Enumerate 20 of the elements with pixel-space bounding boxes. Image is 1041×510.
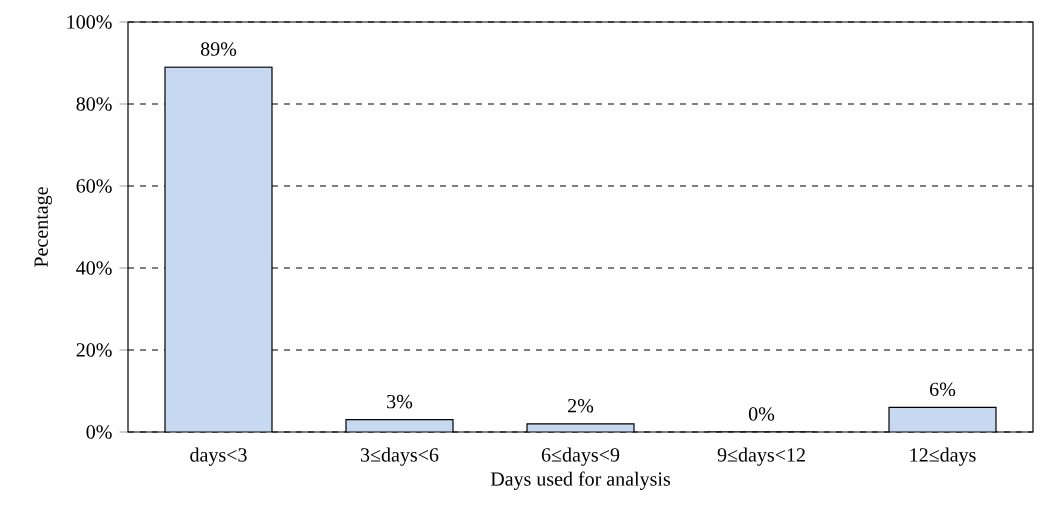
data-label: 0% bbox=[748, 407, 775, 421]
data-label: 6% bbox=[930, 382, 956, 397]
y-tick-label: 60% bbox=[76, 179, 112, 193]
data-label: 2% bbox=[568, 398, 594, 413]
y-tick-label: 20% bbox=[76, 343, 112, 357]
x-tick-label: 6≤days<9 bbox=[541, 447, 620, 466]
x-tick-label: 3≤days<6 bbox=[361, 447, 439, 466]
data-label: 3% bbox=[387, 394, 413, 409]
x-tick-label: days<3 bbox=[190, 447, 247, 466]
data-label: 89% bbox=[200, 42, 237, 56]
y-tick-label: 0% bbox=[86, 425, 112, 439]
y-axis-title: Pecentage bbox=[34, 187, 53, 267]
y-tick-label: 40% bbox=[76, 261, 112, 275]
x-axis-title: Days used for analysis bbox=[490, 471, 671, 490]
bar bbox=[164, 66, 273, 432]
y-tick-label: 100% bbox=[67, 15, 112, 29]
x-tick-label: 12≤days bbox=[910, 447, 976, 466]
x-tick-label: 9≤days<12 bbox=[717, 447, 805, 466]
bar bbox=[888, 406, 997, 432]
y-tick-label: 80% bbox=[76, 97, 112, 111]
